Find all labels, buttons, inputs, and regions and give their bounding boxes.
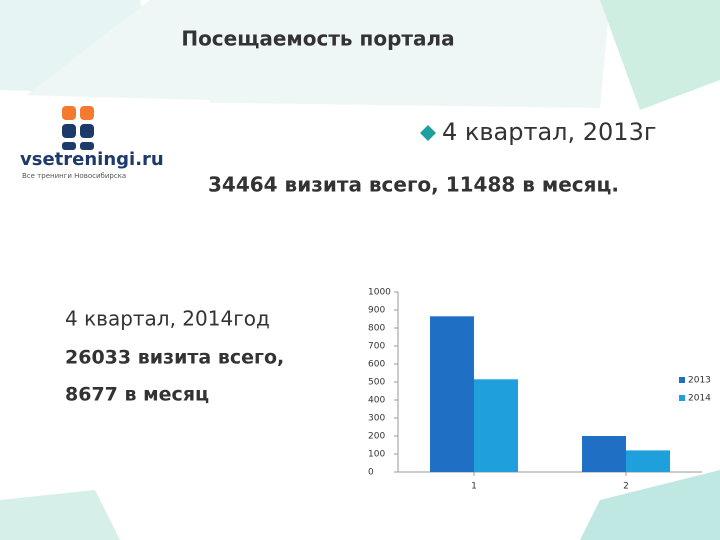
y-tick-label: 0 [368,468,374,478]
total-2014: 26033 визита всего, [65,347,284,369]
legend-label: 2014 [688,394,711,404]
x-tick-label: 2 [623,482,629,492]
y-tick-label: 900 [368,306,385,316]
decor [580,470,720,540]
y-tick-label: 700 [368,342,385,352]
logo-name: vsetreningi.ru [20,149,164,170]
logo-tagline: Все тренинги Новосибирска [22,172,126,180]
bar [582,436,626,472]
bar [474,379,518,472]
monthly-2014: 8677 в месяц [65,384,209,406]
bar [430,316,474,472]
y-tick-label: 600 [368,360,385,370]
y-tick-label: 1000 [368,288,391,298]
bar [626,450,670,472]
legend-swatch [679,377,685,383]
x-tick-label: 1 [471,482,477,492]
y-tick-label: 200 [368,432,385,442]
decor [600,0,720,110]
slide-title: Посещаемость портала [181,27,454,51]
period-2014: 4 квартал, 2014год [65,307,270,331]
y-tick-label: 400 [368,396,385,406]
y-tick-label: 300 [368,414,385,424]
y-tick-label: 500 [368,378,385,388]
bullet-icon [420,125,436,141]
logo-dots [62,106,94,150]
legend-label: 2013 [688,376,711,386]
decor [20,0,610,108]
chart: 0 100 200 300 400 500 600 700 800 900 1000 1 2 2013 20… [368,288,711,492]
summary-2013: 34464 визита всего, 11488 в месяц. [208,173,619,197]
decor [0,490,120,540]
y-tick-label: 100 [368,450,385,460]
bullet-text: 4 квартал, 2013г [442,118,656,146]
y-tick-label: 800 [368,324,385,334]
legend-swatch [679,395,685,401]
